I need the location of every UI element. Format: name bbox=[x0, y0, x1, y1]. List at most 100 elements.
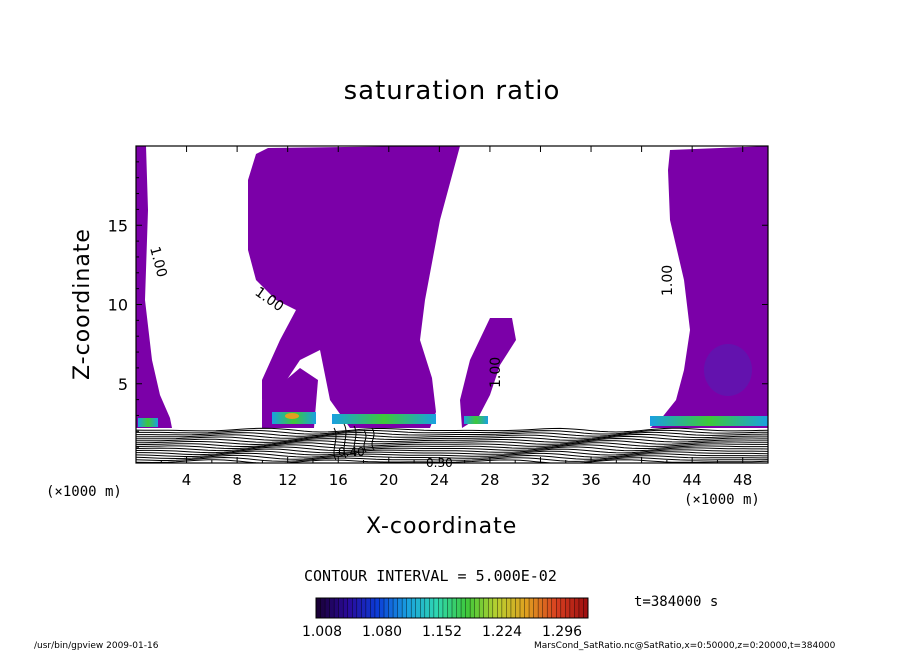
colorbar-cell bbox=[479, 598, 485, 618]
contour-line bbox=[136, 456, 768, 462]
contour-line bbox=[136, 440, 768, 446]
colorbar-cell bbox=[356, 598, 362, 618]
colorbar-cell bbox=[347, 598, 353, 618]
colorbar-tick-label: 1.080 bbox=[362, 624, 402, 640]
contour-line bbox=[353, 425, 357, 457]
contour-line bbox=[371, 427, 375, 451]
contour-line bbox=[136, 437, 768, 443]
x-tick-label: 4 bbox=[182, 471, 192, 489]
colorbar-cell bbox=[501, 598, 507, 618]
contour-interval-label: CONTOUR INTERVAL = 5.000E-02 bbox=[304, 567, 557, 585]
x-tick-label: 24 bbox=[430, 471, 449, 489]
colorbar-cell bbox=[524, 598, 530, 618]
colorbar-cell bbox=[397, 598, 403, 618]
x-ticks: 4 8 12 16 20 24 28 32 36 40 44 48 bbox=[160, 146, 752, 489]
colorbar-cell bbox=[402, 598, 408, 618]
colorbar-cell bbox=[388, 598, 394, 618]
hotspot-4 bbox=[464, 416, 488, 424]
colorbar-cell bbox=[560, 598, 566, 618]
colorbar bbox=[315, 598, 589, 618]
colorbar-ticks: 1.008 1.080 1.152 1.224 1.296 bbox=[302, 624, 582, 640]
colorbar-cell bbox=[365, 598, 371, 618]
x-tick-label: 8 bbox=[232, 471, 242, 489]
x-tick-label: 32 bbox=[531, 471, 550, 489]
x-unit-label-left: (×1000 m) bbox=[46, 484, 122, 500]
colorbar-cell bbox=[329, 598, 335, 618]
colorbar-cell bbox=[379, 598, 385, 618]
colorbar-cell bbox=[533, 598, 539, 618]
colorbar-cell bbox=[556, 598, 562, 618]
colorbar-tick-label: 1.152 bbox=[422, 624, 462, 640]
contour-line bbox=[136, 459, 768, 463]
colorbar-cell bbox=[578, 598, 584, 618]
colorbar-cell bbox=[542, 598, 548, 618]
colorbar-cell bbox=[442, 598, 448, 618]
colorbar-cell bbox=[506, 598, 512, 618]
x-unit-label-right: (×1000 m) bbox=[684, 492, 760, 508]
colorbar-cell bbox=[470, 598, 476, 618]
colorbar-cell bbox=[415, 598, 421, 618]
x-tick-label: 28 bbox=[480, 471, 499, 489]
colorbar-cell bbox=[384, 598, 389, 618]
contour-line bbox=[136, 452, 768, 458]
colorbar-cell bbox=[461, 598, 466, 618]
colorbar-cell bbox=[488, 598, 494, 618]
hotspot-core bbox=[285, 413, 299, 419]
colorbar-cell bbox=[456, 598, 462, 618]
x-tick-label: 40 bbox=[632, 471, 651, 489]
contour-label-1: 1.00 bbox=[146, 245, 170, 279]
colorbar-cell bbox=[474, 598, 480, 618]
colorbar-cell bbox=[538, 598, 544, 618]
contour-line bbox=[136, 442, 768, 447]
colorbar-cell bbox=[352, 598, 358, 618]
fill-region-lobe bbox=[460, 318, 516, 428]
colorbar-cell bbox=[569, 598, 575, 618]
contour-line bbox=[333, 427, 337, 461]
x-tick-label: 44 bbox=[683, 471, 702, 489]
x-tick-label: 12 bbox=[278, 471, 297, 489]
colorbar-cell bbox=[565, 598, 571, 618]
colorbar-cell bbox=[374, 598, 380, 618]
colorbar-cell bbox=[551, 598, 557, 618]
x-tick-label: 48 bbox=[733, 471, 752, 489]
fill-region-center bbox=[248, 146, 460, 428]
contour-line bbox=[136, 450, 768, 456]
contour-line bbox=[343, 423, 347, 459]
colorbar-cell bbox=[547, 598, 553, 618]
colorbar-cell bbox=[465, 598, 471, 618]
hotspot-1 bbox=[138, 418, 158, 427]
colorbar-cell bbox=[433, 598, 439, 618]
y-tick-label: 15 bbox=[108, 216, 128, 235]
colorbar-cell bbox=[320, 598, 326, 618]
contour-line bbox=[136, 446, 768, 452]
chart-title: saturation ratio bbox=[343, 76, 561, 106]
colorbar-cell bbox=[361, 598, 367, 618]
colorbar-cell bbox=[520, 598, 525, 618]
contour-line bbox=[136, 433, 768, 439]
contour-line bbox=[136, 448, 768, 454]
hotspot-5 bbox=[650, 416, 768, 426]
x-tick-label: 16 bbox=[329, 471, 348, 489]
footer-command: /usr/bin/gpview 2009-01-16 bbox=[34, 641, 159, 651]
colorbar-tick-label: 1.008 bbox=[302, 624, 342, 640]
colorbar-tick-label: 1.296 bbox=[542, 624, 582, 640]
colorbar-cell bbox=[529, 598, 534, 618]
footer-source: MarsCond_SatRatio.nc@SatRatio,x=0:50000,… bbox=[534, 641, 836, 651]
contour-line bbox=[136, 436, 768, 441]
colorbar-cell bbox=[370, 598, 376, 618]
hotspot-3 bbox=[332, 414, 436, 424]
y-ticks: 5 10 15 bbox=[108, 161, 768, 448]
contour-line bbox=[136, 444, 768, 450]
y-tick-label: 5 bbox=[118, 375, 128, 394]
colorbar-cell bbox=[483, 598, 489, 618]
contour-line bbox=[136, 429, 768, 435]
hotspot-right-blob bbox=[704, 344, 752, 396]
colorbar-tick-label: 1.224 bbox=[482, 624, 522, 640]
colorbar-cell bbox=[424, 598, 430, 618]
colorbar-cell bbox=[338, 598, 344, 618]
colorbar-cell bbox=[438, 598, 444, 618]
colorbar-cell bbox=[393, 598, 398, 618]
colorbar-frame bbox=[315, 597, 589, 619]
contour-lines bbox=[136, 423, 768, 463]
colorbar-cell bbox=[334, 598, 340, 618]
